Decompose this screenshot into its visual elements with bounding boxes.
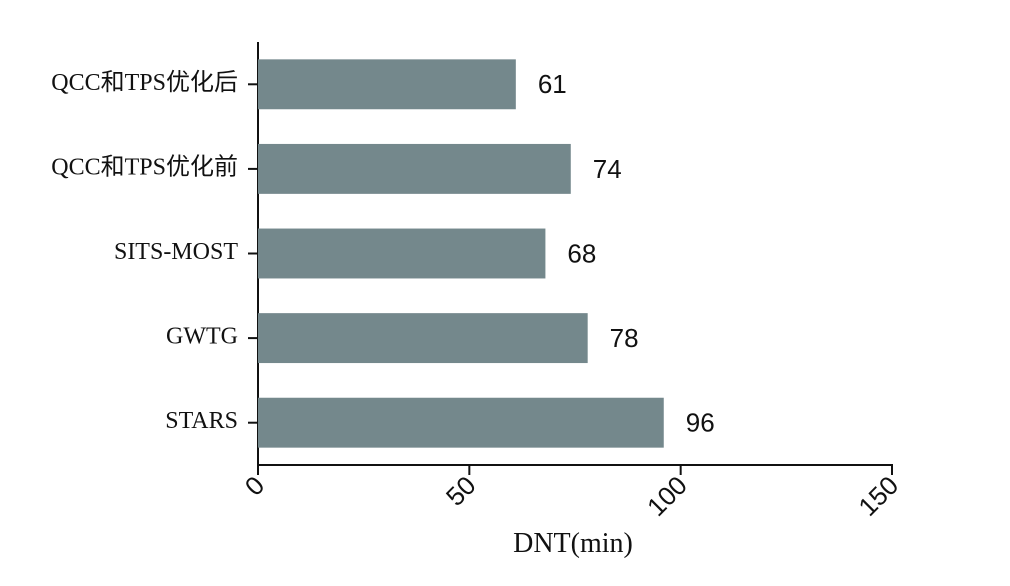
x-tick-label: 0 (239, 470, 270, 501)
x-tick-label: 150 (852, 470, 904, 522)
bar (258, 143, 571, 194)
x-tick-label: 50 (440, 470, 482, 512)
bar (258, 228, 546, 279)
y-tick-label: QCC和TPS优化前 (51, 153, 238, 180)
value-label: 78 (610, 323, 639, 353)
y-tick-label: SITS-MOST (114, 239, 238, 265)
bar (258, 313, 588, 364)
value-label: 61 (538, 69, 567, 99)
value-label: 74 (593, 154, 622, 184)
x-axis-label: DNT(min) (513, 528, 633, 559)
bar (258, 397, 664, 448)
y-tick-label: QCC和TPS优化后 (51, 69, 238, 96)
bar (258, 59, 516, 110)
x-tick-label: 100 (641, 470, 693, 522)
value-label: 96 (686, 408, 715, 438)
value-label: 68 (567, 238, 596, 268)
y-tick-label: GWTG (166, 324, 238, 350)
y-tick-label: STARS (165, 408, 238, 434)
